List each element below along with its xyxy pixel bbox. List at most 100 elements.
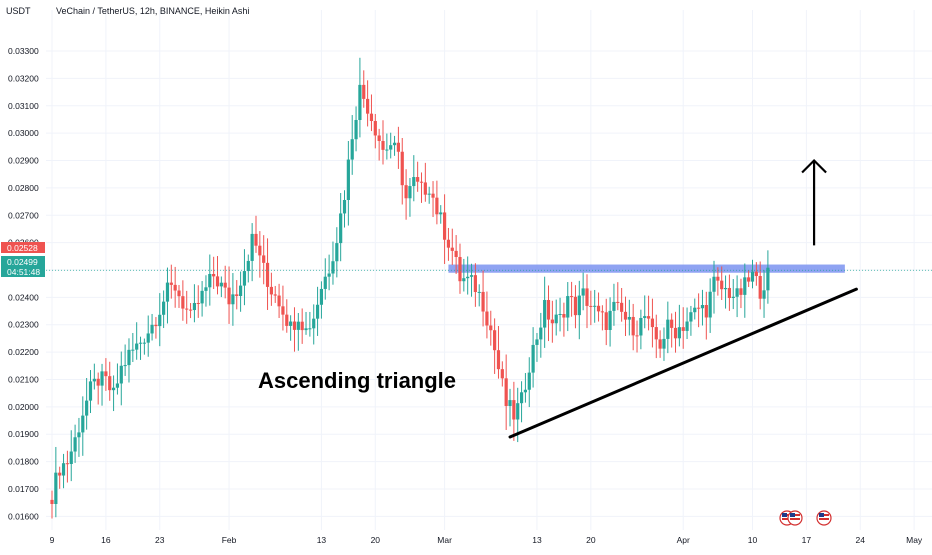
candle-body: [296, 321, 300, 330]
candle-body: [312, 318, 316, 329]
candle-body: [400, 151, 404, 186]
candle-body: [250, 233, 254, 261]
candle-body: [381, 141, 385, 150]
candle-body: [362, 84, 366, 99]
candle: [577, 280, 581, 340]
candle-body: [269, 286, 273, 295]
x-tick-label: 17: [802, 535, 812, 545]
candle: [246, 254, 250, 283]
candle: [716, 267, 720, 296]
candle: [731, 279, 735, 310]
overlays: Ascending triangle: [46, 158, 932, 439]
price-tag-bg: [1, 256, 45, 267]
candle: [431, 181, 435, 218]
candle: [585, 274, 589, 329]
candle: [308, 311, 312, 337]
candle: [589, 290, 593, 326]
candle-body: [350, 139, 354, 160]
candle: [446, 227, 451, 261]
candle-body: [77, 432, 81, 438]
candle: [262, 235, 266, 285]
chart-title: VeChain / TetherUS, 12h, BINANCE, Heikin…: [56, 6, 250, 16]
candle-body: [208, 273, 212, 288]
price-tag-label: 04:51:48: [7, 267, 40, 277]
event-icons: [779, 510, 832, 526]
candle: [219, 276, 223, 298]
candle: [596, 292, 601, 322]
candle-body: [396, 142, 400, 152]
candle: [539, 312, 543, 358]
candle: [315, 286, 320, 336]
ascending-trendline[interactable]: [508, 287, 858, 439]
candle-body: [466, 276, 470, 279]
breakout-arrow-head[interactable]: [801, 158, 827, 174]
pattern-label[interactable]: Ascending triangle: [258, 368, 456, 393]
candle-body: [50, 499, 54, 504]
candle: [712, 260, 716, 314]
candle: [254, 215, 258, 253]
candle: [570, 281, 574, 317]
x-tick-label: Feb: [222, 535, 237, 545]
candle-body: [246, 260, 250, 272]
candle: [727, 274, 732, 311]
candle-body: [377, 135, 381, 142]
candle: [404, 169, 408, 220]
candle-body: [127, 349, 131, 366]
candle-body: [215, 276, 220, 287]
candle: [754, 262, 758, 286]
candle-body: [404, 185, 408, 199]
candle: [697, 293, 701, 328]
candle-body: [446, 239, 451, 248]
candle-body: [61, 463, 66, 476]
x-tick-label: 10: [748, 535, 758, 545]
candle: [269, 272, 273, 306]
candle: [639, 309, 643, 350]
candle: [350, 115, 354, 175]
us-flag-icon[interactable]: [816, 510, 832, 526]
candle-body: [304, 328, 308, 331]
candle-body: [758, 276, 762, 299]
candle: [135, 322, 139, 360]
candle: [654, 314, 658, 359]
candle-body: [154, 324, 158, 327]
y-tick-label: 0.02400: [8, 292, 39, 302]
candle: [127, 338, 131, 383]
candle-body: [369, 113, 374, 122]
candle: [723, 275, 728, 309]
x-tick-label: 9: [50, 535, 55, 545]
us-flag-icon[interactable]: [787, 510, 803, 526]
candle-body: [335, 243, 339, 262]
y-tick-label: 0.01800: [8, 457, 39, 467]
candle-body: [485, 311, 489, 326]
candle-body: [639, 317, 643, 336]
candle: [77, 417, 81, 457]
candle: [616, 282, 620, 311]
candle: [108, 361, 112, 401]
candle-body: [650, 318, 655, 328]
candle-body: [408, 186, 412, 199]
x-axis: 9 16 23 Feb 13 20 Mar 13 20 Apr 10 17 24 May: [50, 535, 923, 545]
x-tick-label: 24: [856, 535, 866, 545]
candle: [562, 302, 566, 337]
candle-body: [142, 342, 146, 344]
candle: [85, 377, 89, 430]
candle: [373, 113, 377, 149]
candle-body: [596, 305, 601, 312]
price-tag: 04:51:48: [1, 266, 45, 277]
candle: [466, 256, 470, 295]
candle-body: [81, 415, 85, 433]
candle: [185, 290, 189, 324]
candle: [427, 186, 431, 204]
candle-body: [146, 333, 150, 343]
candle-body: [720, 280, 724, 290]
candle-body: [254, 233, 258, 246]
candle-body: [223, 282, 227, 288]
candle-body: [566, 296, 570, 318]
candle: [58, 466, 62, 489]
candle: [238, 271, 243, 312]
candle: [212, 256, 216, 290]
candle: [454, 235, 458, 274]
candle: [389, 132, 393, 159]
resistance-zone[interactable]: [448, 264, 845, 273]
candle: [165, 267, 170, 324]
